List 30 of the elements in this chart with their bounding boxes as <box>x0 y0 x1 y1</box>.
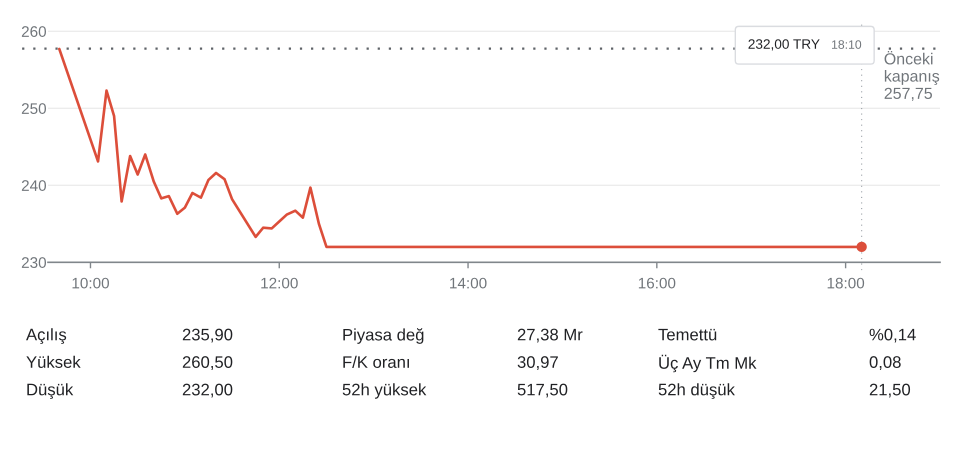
y-tick-label: 250 <box>22 103 46 114</box>
x-tick-label: 12:00 <box>261 278 298 289</box>
annotation: 18:10 <box>832 40 862 49</box>
text: 52h düşük <box>658 383 735 399</box>
text: 0,08 <box>870 356 901 370</box>
text: 21,50 <box>870 384 910 398</box>
text: Yüksek <box>26 356 81 368</box>
text: %0,14 <box>870 328 916 342</box>
text: F/K oranı <box>343 356 409 368</box>
y-tick-label: 230 <box>22 257 46 268</box>
x-tick-label: 18:00 <box>828 278 864 289</box>
y-tick-label: 260 <box>22 26 46 37</box>
text: 260,50 <box>182 356 232 370</box>
x-tick-label: 14:00 <box>450 278 487 289</box>
text: 232,00 <box>182 384 232 398</box>
text: 235,90 <box>182 328 232 342</box>
text: 30,97 <box>518 356 558 370</box>
text: Temettü <box>658 328 716 340</box>
text: 27,38 Mr <box>518 328 582 342</box>
text: Üç Ay Tm Mk <box>659 354 757 372</box>
ref-line-label: Önceki kapanış 257,75 <box>884 51 940 101</box>
y-tick-label: 240 <box>22 180 46 191</box>
x-tick-label: 16:00 <box>638 278 676 289</box>
annotation: 232,00 TRY <box>748 39 820 50</box>
text: Açılış <box>26 328 66 344</box>
text: 52h yüksek <box>342 383 426 399</box>
x-tick-label: 10:00 <box>72 278 109 289</box>
text: 517,50 <box>518 384 568 398</box>
text: Düşük <box>27 383 74 399</box>
text: Piyasa değ <box>343 328 424 344</box>
